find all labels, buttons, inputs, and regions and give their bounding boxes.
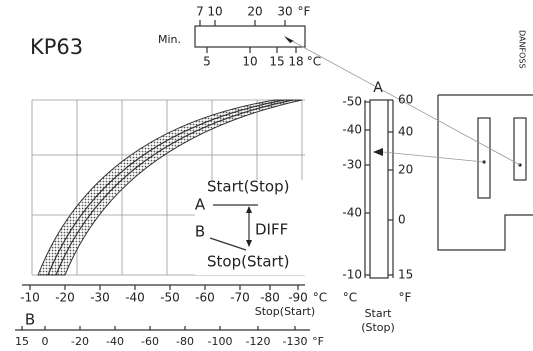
diff-label: DIFF <box>255 221 288 239</box>
tube <box>369 99 389 279</box>
title: KP63 <box>30 35 83 59</box>
stop-label: Stop(Start) <box>207 253 289 271</box>
v-pointer <box>373 148 383 156</box>
c-label: -40 <box>125 291 145 305</box>
f-label: 15 <box>398 268 413 282</box>
caption: Start <box>365 307 393 320</box>
scale-title: A <box>373 80 383 96</box>
c-label: -90 <box>288 291 308 305</box>
c-label: -50 <box>160 291 180 305</box>
brand: DANFOSS <box>518 30 527 69</box>
c-label: -40 <box>342 123 362 137</box>
f-label: -80 <box>176 335 194 348</box>
f-label: -20 <box>71 335 89 348</box>
c-label: -70 <box>230 291 250 305</box>
f-unit: °F <box>298 5 311 19</box>
curve <box>47 99 285 276</box>
label-bg <box>195 180 320 275</box>
curve <box>55 99 294 276</box>
caption: (Stop) <box>361 321 395 334</box>
c-unit: °C <box>307 55 321 69</box>
f-label: 40 <box>398 125 413 139</box>
c-unit: °C <box>313 291 327 305</box>
c-label: -20 <box>55 291 75 305</box>
c-label: -80 <box>260 291 280 305</box>
f-label: 0 <box>42 335 49 348</box>
c-label: 10 <box>242 55 257 69</box>
f-label: 20 <box>247 5 262 19</box>
c-label: -10 <box>20 291 40 305</box>
device <box>437 95 533 251</box>
f-label: -120 <box>246 335 271 348</box>
axis-title: B <box>25 311 35 329</box>
c-label: 15 <box>269 55 284 69</box>
caption: Stop(Start) <box>255 305 315 318</box>
f-label: -100 <box>208 335 233 348</box>
start-label: Start(Stop) <box>207 178 289 196</box>
f-label: 0 <box>398 213 406 227</box>
range-pointer <box>284 36 294 43</box>
a-label: A <box>195 196 206 214</box>
f-label: -60 <box>141 335 159 348</box>
f-label: 7 <box>196 5 204 19</box>
c-label: -10 <box>342 268 362 282</box>
b-label: B <box>195 223 205 241</box>
c-label: -60 <box>195 291 215 305</box>
link <box>382 151 485 163</box>
c-label: -50 <box>342 95 362 109</box>
f-label: 30 <box>277 5 292 19</box>
range-box <box>194 25 306 48</box>
f-unit: °F <box>399 291 412 305</box>
min-label: Min. <box>158 33 181 46</box>
f-label: 60 <box>398 93 413 107</box>
f-label: 20 <box>398 163 413 177</box>
c-label: -30 <box>90 291 110 305</box>
f-label: 15 <box>15 335 29 348</box>
link <box>291 40 521 166</box>
f-label: 10 <box>207 5 222 19</box>
c-label: -30 <box>342 158 362 172</box>
f-label: -130 <box>283 335 308 348</box>
c-unit: °C <box>343 291 357 305</box>
f-unit: °F <box>312 335 324 348</box>
c-label: 5 <box>203 55 211 69</box>
b-line <box>209 237 247 251</box>
f-label: -40 <box>106 335 124 348</box>
c-label: 18 <box>288 55 303 69</box>
c-label: -40 <box>342 206 362 220</box>
